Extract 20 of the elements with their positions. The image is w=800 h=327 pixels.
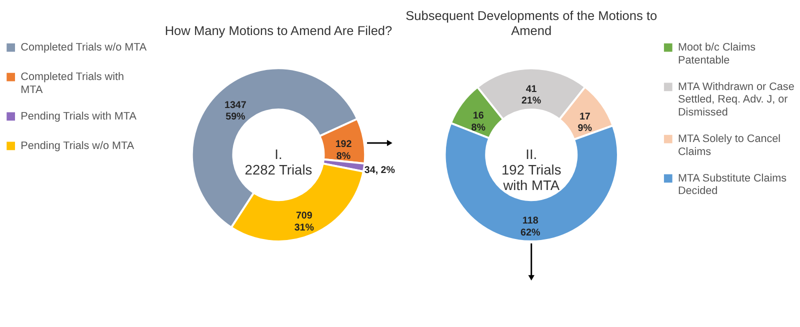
data-label: 709 31% <box>294 210 314 234</box>
chart-title: How Many Motions to Amend Are Filed? <box>164 22 392 38</box>
chart-title: Subsequent Developments of the Motions to Amend <box>406 8 658 38</box>
text: I. 2282 Trials <box>244 146 312 178</box>
data-label: 41 21% <box>521 84 542 107</box>
legend-label: Pending Trials with MTA <box>20 110 138 122</box>
legend-label: MTA Withdrawn or Case Settled, Req. Adv. J, or Dismissed <box>678 80 794 118</box>
legend-label: Pending Trials w/o MTA <box>20 140 135 152</box>
legend-label: MTA Substitute Claims Decided <box>678 172 788 198</box>
data-label: 17 9% <box>578 111 592 134</box>
legend-label: Completed Trials with MTA <box>20 71 124 96</box>
legend-label: MTA Solely to Cancel Claims <box>678 133 781 158</box>
data-label: 118 62% <box>520 216 540 239</box>
data-label: 34, 2% <box>364 164 396 176</box>
legend-label: Completed Trials w/o MTA <box>20 42 148 54</box>
text: II. 192 Trials with MTA <box>502 146 562 194</box>
data-label: 1347 59% <box>224 100 247 123</box>
data-label: 16 8% <box>471 110 486 134</box>
data-label: 192 8% <box>335 139 352 162</box>
legend-label: Moot b/c Claims Patentable <box>678 42 756 66</box>
